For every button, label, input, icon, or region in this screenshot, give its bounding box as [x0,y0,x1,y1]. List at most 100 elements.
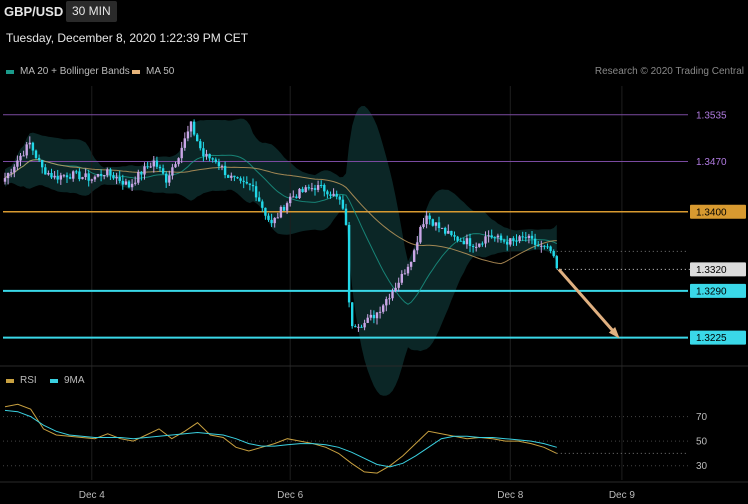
symbol-label[interactable]: GBP/USD [4,4,64,19]
candle-body [388,298,391,300]
candle-body [496,235,500,238]
candle-body [118,176,121,181]
candle-body [351,302,354,327]
candle-body [462,240,465,245]
legend-swatch-ma50 [132,69,140,74]
chart-credit: Research © 2020 Trading Central [594,66,744,77]
candle-body [65,175,69,178]
candle-body [527,235,531,239]
legend-swatch-rsi [6,378,14,383]
candle-body [199,141,202,149]
candle-body [437,222,441,229]
candle-body [44,167,47,175]
legend-label-9ma: 9MA [64,375,85,386]
candle-body [217,162,221,167]
candle-body [431,219,434,226]
candle-body [478,243,481,247]
candle-body [103,175,106,177]
candle-body [549,246,552,251]
rsi-tick-label: 70 [696,412,708,423]
candle-body [385,299,388,306]
candle-body [400,274,403,283]
candle-body [227,175,230,178]
candle-body [146,166,149,168]
ma50-line [4,159,557,265]
candle-body [37,157,41,160]
candle-body [261,201,264,208]
candle-body [375,312,379,319]
candle-body [518,236,521,241]
candle-body [357,326,360,328]
candle-body [13,166,16,173]
candle-body [192,121,196,135]
candle-body [313,188,317,190]
candle-body [428,215,431,220]
candle-body [112,175,115,179]
candle-body [59,175,62,180]
candle-body [425,215,428,225]
price-tag-bg [690,262,746,277]
candle-body [10,172,13,174]
candle-body [295,196,298,199]
candle-body [115,176,118,179]
candle-body [363,322,366,328]
candle-body [152,160,155,167]
candle-body [543,245,546,247]
rsi-line [4,403,558,474]
candle-body [512,238,515,241]
bollinger-band [5,106,557,396]
candle-body [62,175,66,177]
interval-button[interactable]: 30 MIN [66,1,117,22]
candle-body [56,175,59,180]
candle-body [298,188,301,199]
projection-arrow-head [608,327,620,339]
candle-body [87,173,90,181]
candle-body [233,175,236,178]
candle-body [161,168,165,174]
candle-body [177,158,180,165]
candle-body [84,173,87,178]
candle-body [422,224,425,228]
candle-body [25,144,28,156]
candle-body [329,194,332,196]
price-tag-bg [690,154,746,169]
candle-body [264,207,267,216]
rsi-tick-label: 50 [696,437,708,448]
legend-9ma: 9MA [50,375,85,386]
candle-body [53,175,56,178]
candle-body [413,250,416,262]
candle-body [394,287,397,292]
candle-body [450,230,453,236]
candle-body [186,131,190,139]
candle-body [130,183,134,188]
legend-ma20: MA 20 + Bollinger Bands [6,66,130,77]
candle-body [434,222,438,226]
candle-body [499,235,503,241]
candle-body [251,184,255,187]
candle-body [493,237,496,239]
candle-body [205,153,208,157]
candle-body [248,183,252,185]
candle-body [34,150,38,158]
candle-body [109,169,112,176]
candle-body [326,191,329,195]
legend-swatch-9ma [50,378,58,383]
candle-body [406,266,410,274]
candle-body [335,193,338,197]
candle-body [304,187,307,193]
candle-body [47,173,50,175]
candle-body [555,256,558,269]
candle-body [360,326,363,328]
candle-body [214,159,217,163]
candle-body [245,181,248,184]
candle-body [96,174,100,177]
candle-body [502,240,506,242]
candle-body [487,235,490,237]
rsi-tick-label: 30 [696,461,708,472]
candle-body [270,219,273,224]
candle-body [31,142,35,151]
legend-label-ma50: MA 50 [146,66,175,77]
candle-body [490,235,493,238]
candle-body [540,245,543,247]
